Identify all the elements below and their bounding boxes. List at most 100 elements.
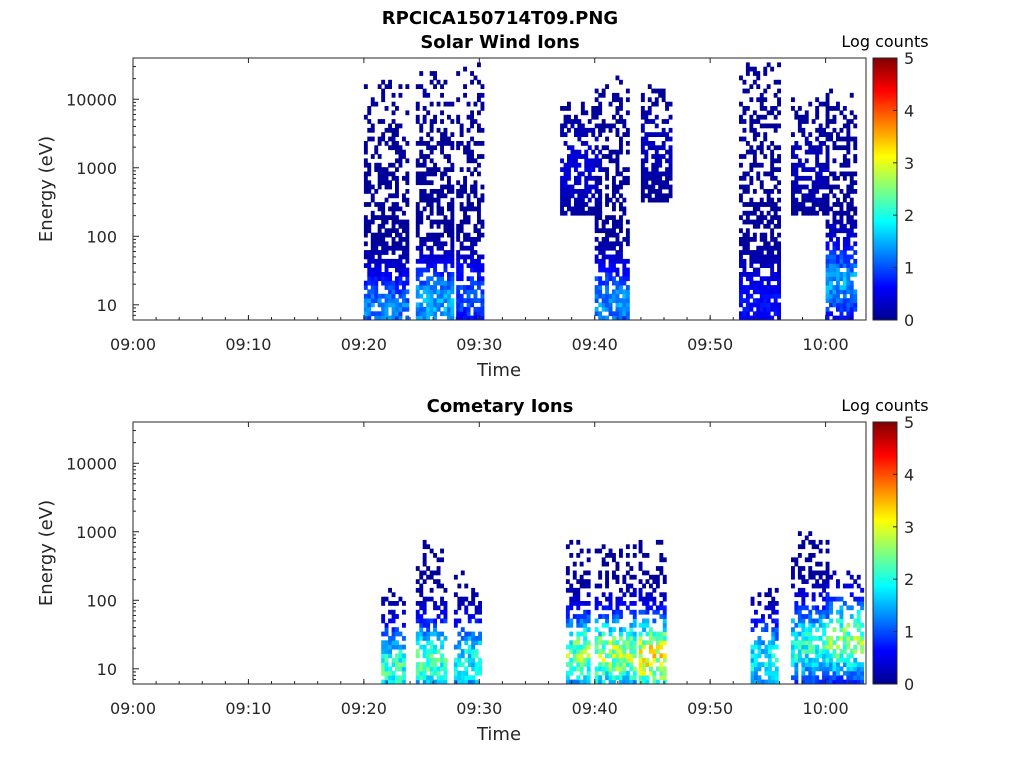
- heatmap-cell: [422, 649, 427, 654]
- panel-title: Solar Wind Ions: [420, 32, 579, 53]
- heatmap-cell: [467, 614, 472, 619]
- heatmap-cell: [470, 250, 474, 255]
- heatmap-cell: [655, 644, 660, 650]
- heatmap-cell: [836, 276, 840, 282]
- heatmap-cell: [477, 280, 481, 286]
- heatmap-cell: [415, 649, 420, 654]
- heatmap-cell: [598, 285, 603, 290]
- heatmap-cell: [829, 636, 833, 641]
- heatmap-cell: [822, 631, 826, 637]
- heatmap-cell: [402, 219, 406, 225]
- heatmap-cell: [770, 158, 775, 164]
- heatmap-cell: [473, 228, 478, 234]
- heatmap-cell: [426, 258, 431, 264]
- heatmap-cell: [456, 114, 461, 120]
- heatmap-cell: [832, 232, 837, 238]
- heatmap-cell: [750, 662, 755, 667]
- heatmap-cell: [839, 298, 844, 303]
- heatmap-cell: [742, 272, 747, 277]
- heatmap-cell: [619, 250, 623, 255]
- heatmap-cell: [622, 206, 627, 212]
- heatmap-cell: [825, 193, 830, 199]
- heatmap-cell: [450, 237, 455, 242]
- heatmap-cell: [739, 241, 743, 247]
- heatmap-cell: [842, 197, 847, 203]
- heatmap-cell: [367, 267, 372, 273]
- heatmap-cell: [459, 189, 464, 194]
- heatmap-cell: [440, 285, 444, 290]
- x-tick-label: 09:10: [225, 335, 271, 354]
- heatmap-cell: [804, 631, 809, 637]
- heatmap-cell: [625, 587, 630, 593]
- heatmap-cell: [605, 167, 609, 172]
- heatmap-cell: [586, 627, 591, 632]
- heatmap-cell: [608, 154, 613, 159]
- heatmap-cell: [460, 679, 465, 685]
- heatmap-cell: [457, 640, 462, 646]
- heatmap-cell: [846, 583, 851, 589]
- heatmap-cell: [770, 106, 775, 111]
- heatmap-cell: [457, 644, 462, 650]
- heatmap-cell: [801, 666, 806, 672]
- heatmap-cell: [856, 583, 861, 589]
- heatmap-cell: [791, 649, 795, 654]
- heatmap-cell: [388, 670, 392, 676]
- heatmap-cell: [398, 206, 403, 212]
- heatmap-cell: [598, 636, 603, 641]
- heatmap-cell: [601, 123, 606, 129]
- heatmap-cell: [846, 662, 851, 667]
- heatmap-cell: [773, 158, 778, 164]
- heatmap-cell: [825, 670, 830, 676]
- heatmap-cell: [471, 596, 476, 602]
- heatmap-cell: [398, 302, 403, 308]
- heatmap-cell: [572, 614, 577, 619]
- heatmap-cell: [391, 601, 396, 606]
- heatmap-cell: [808, 553, 813, 558]
- heatmap-cell: [642, 596, 646, 602]
- heatmap-cell: [612, 298, 616, 303]
- heatmap-cell: [777, 241, 781, 247]
- heatmap-cell: [794, 561, 799, 567]
- heatmap-cell: [668, 162, 673, 168]
- heatmap-cell: [570, 193, 575, 199]
- heatmap-cell: [622, 180, 627, 186]
- heatmap-cell: [405, 219, 410, 225]
- heatmap-cell: [804, 640, 809, 646]
- heatmap-cell: [773, 210, 778, 216]
- heatmap-cell: [601, 622, 606, 628]
- heatmap-cell: [818, 636, 823, 641]
- heatmap-cell: [453, 666, 458, 672]
- heatmap-cell: [773, 202, 778, 207]
- heatmap-cell: [645, 570, 650, 576]
- heatmap-cell: [580, 132, 585, 137]
- colorbar-tick-label: 2: [904, 570, 914, 589]
- heatmap-cell: [583, 609, 588, 615]
- heatmap-cell: [402, 306, 406, 312]
- heatmap-cell: [563, 171, 568, 177]
- heatmap-cell: [586, 662, 591, 667]
- heatmap-cell: [654, 114, 659, 120]
- heatmap-cell: [601, 145, 606, 151]
- heatmap-cell: [391, 223, 396, 229]
- heatmap-cell: [436, 657, 441, 663]
- heatmap-cell: [839, 622, 844, 628]
- heatmap-cell: [377, 258, 382, 264]
- heatmap-cell: [422, 258, 427, 264]
- heatmap-cell: [470, 285, 474, 290]
- heatmap-cell: [801, 587, 806, 593]
- heatmap-cell: [415, 228, 420, 234]
- heatmap-cell: [398, 666, 403, 672]
- heatmap-cell: [470, 263, 474, 268]
- heatmap-cell: [770, 228, 775, 234]
- heatmap-cell: [422, 171, 427, 177]
- heatmap-cell: [655, 566, 660, 571]
- heatmap-cell: [745, 293, 750, 299]
- heatmap-cell: [632, 631, 637, 637]
- heatmap-cell: [622, 315, 627, 321]
- heatmap-cell: [598, 280, 603, 286]
- heatmap-cell: [477, 154, 481, 159]
- heatmap-cell: [655, 679, 660, 685]
- heatmap-cell: [422, 636, 427, 641]
- heatmap-cell: [367, 189, 372, 194]
- heatmap-cell: [608, 258, 613, 264]
